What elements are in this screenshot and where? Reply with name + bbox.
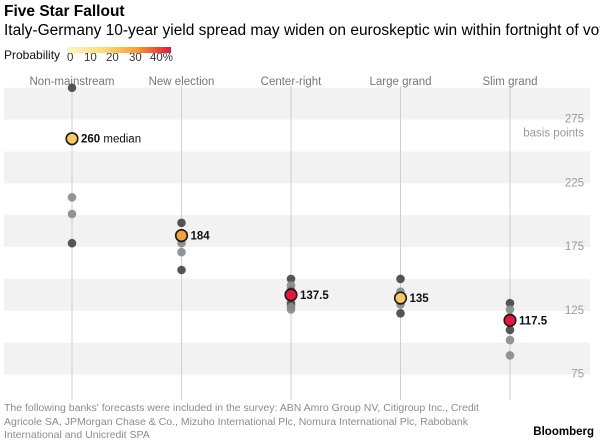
grid-band	[4, 87, 590, 120]
legend-tick-30: 30	[129, 52, 142, 64]
y-tick-label: 75	[571, 369, 584, 381]
median-point	[174, 228, 189, 243]
forecast-point	[286, 305, 296, 314]
legend-tick-10: 10	[84, 52, 97, 64]
forecast-point	[177, 247, 186, 257]
y-tick-label: 125	[565, 305, 584, 317]
legend-tick-20: 20	[106, 52, 119, 64]
y-tick-label: 275	[565, 114, 584, 126]
grid-band	[4, 342, 590, 375]
forecast-point	[505, 325, 515, 335]
y-tick-label: 225	[565, 177, 584, 189]
forecast-point	[67, 83, 77, 93]
forecast-point	[67, 209, 77, 219]
legend-tick-0: 0	[67, 52, 74, 64]
y-tick-label: 175	[565, 241, 584, 253]
median-point	[284, 288, 298, 302]
forecast-point	[177, 265, 186, 275]
forecast-point	[396, 309, 405, 318]
category-label: New election	[149, 76, 215, 88]
median-label: 117.5	[519, 315, 548, 327]
forecast-point	[177, 218, 186, 228]
median-label: 184	[191, 231, 211, 243]
forecast-point	[396, 274, 405, 284]
forecast-point	[67, 238, 77, 248]
forecast-point	[505, 335, 515, 345]
median-point	[65, 132, 79, 146]
category-label: Center-right	[261, 76, 323, 88]
legend-label: Probability	[4, 48, 61, 62]
y-axis-unit-label: basis points	[523, 128, 584, 140]
legend-tick-40: 40%	[150, 52, 174, 64]
category-label: Large grand	[369, 76, 431, 88]
footnote: The following banks' forecasts were incl…	[4, 402, 479, 441]
median-point	[393, 291, 408, 305]
median-point	[503, 313, 517, 327]
legend-color-scale	[67, 47, 171, 53]
brand-logo: Bloomberg	[533, 426, 594, 438]
forecast-point	[505, 305, 515, 314]
category-label: Non-mainstream	[30, 76, 115, 88]
category-label: Slim grand	[483, 76, 538, 88]
grid-band	[4, 215, 590, 248]
median-label: 137.5	[300, 290, 329, 302]
forecast-point	[67, 193, 77, 202]
median-label: 260 median	[81, 134, 141, 146]
median-label: 135	[410, 293, 430, 305]
chart-subtitle: Italy-Germany 10-year yield spread may w…	[4, 22, 600, 39]
grid-band	[4, 151, 590, 184]
forecast-point	[286, 274, 296, 284]
chart-title: Five Star Fallout	[4, 3, 125, 20]
forecast-point	[505, 298, 515, 308]
forecast-point	[505, 351, 515, 360]
